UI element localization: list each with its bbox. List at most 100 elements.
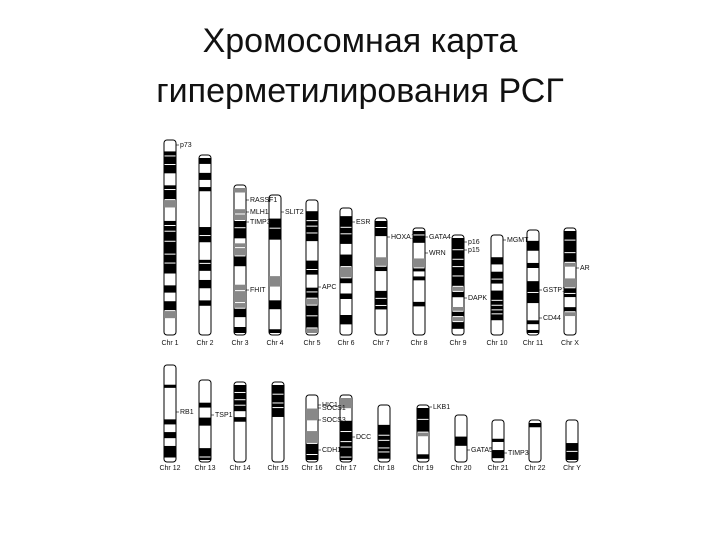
band — [340, 293, 352, 299]
gene-label: DAPK — [468, 295, 487, 302]
band — [527, 329, 539, 333]
band — [564, 231, 576, 240]
band — [199, 300, 211, 306]
band — [164, 241, 176, 254]
gene-label: SOCS3 — [322, 417, 346, 424]
band — [234, 385, 246, 392]
chromosome-label: Chr 4 — [266, 340, 283, 347]
band — [491, 310, 503, 314]
band — [564, 288, 576, 293]
band — [452, 259, 464, 267]
band — [452, 306, 464, 311]
chromosome-label: Chr 11 — [523, 340, 544, 347]
chromosome-label: Chr Y — [563, 465, 581, 472]
chromosome-outline — [528, 419, 542, 463]
band — [566, 451, 578, 460]
chromosome-label: Chr 12 — [159, 465, 180, 472]
band — [164, 254, 176, 263]
chromosome-label: Chr 3 — [231, 340, 248, 347]
band — [527, 262, 539, 268]
chromosome-label: Chr 16 — [301, 465, 322, 472]
band — [417, 408, 429, 419]
band — [234, 214, 246, 221]
chromosome-label: Chr 9 — [449, 340, 466, 347]
band — [340, 234, 352, 244]
band — [306, 454, 318, 460]
band — [306, 287, 318, 292]
gene-label: TIMP3 — [250, 219, 271, 226]
chromosome-outline — [198, 154, 212, 336]
gene-label: GATA4 — [429, 234, 451, 241]
band — [234, 228, 246, 239]
band — [340, 432, 352, 442]
band — [164, 165, 176, 174]
band — [378, 452, 390, 459]
title-line: Хромосомная карта — [202, 22, 518, 60]
band — [452, 291, 464, 298]
band — [199, 227, 211, 236]
band — [564, 293, 576, 298]
band — [164, 311, 176, 319]
chromosome-outline — [374, 217, 388, 336]
gene-label: SOCS1 — [322, 405, 346, 412]
gene-label: MLH1 — [250, 209, 269, 216]
band — [375, 298, 387, 305]
band — [199, 236, 211, 243]
gene-label: RB1 — [180, 409, 194, 416]
band — [529, 423, 541, 428]
band — [306, 221, 318, 226]
band — [340, 457, 352, 460]
gene-label: p16 — [468, 239, 480, 246]
band — [378, 448, 390, 452]
chromosome-label: Chr 7 — [372, 340, 389, 347]
band — [566, 443, 578, 451]
band — [452, 238, 464, 250]
band — [375, 305, 387, 310]
chromosome-label: Chr 10 — [486, 340, 507, 347]
band — [306, 292, 318, 298]
band — [164, 384, 176, 388]
band — [272, 408, 284, 417]
chromosome-label: Chr 22 — [524, 465, 545, 472]
band — [269, 300, 281, 310]
band — [452, 322, 464, 329]
chromosome-label: Chr 17 — [335, 465, 356, 472]
gene-label: SLIT2 — [285, 209, 304, 216]
band — [164, 151, 176, 156]
chromosome-label: Chr 6 — [337, 340, 354, 347]
gene-label: TSP1 — [215, 412, 233, 419]
band — [340, 442, 352, 447]
band — [306, 316, 318, 328]
band — [306, 408, 318, 421]
band — [306, 298, 318, 305]
band — [527, 320, 539, 325]
band — [527, 292, 539, 304]
band — [164, 263, 176, 274]
band — [234, 284, 246, 291]
chromosome-label: Chr X — [561, 340, 579, 347]
band — [417, 432, 429, 437]
band — [306, 233, 318, 242]
band — [164, 231, 176, 241]
band — [452, 286, 464, 291]
chromosome-outline — [271, 381, 285, 463]
band — [491, 314, 503, 321]
gene-label: LKB1 — [433, 404, 450, 411]
band — [234, 243, 246, 248]
band — [164, 419, 176, 425]
band — [199, 448, 211, 457]
gene-label: HIC1 — [322, 402, 338, 409]
band — [164, 285, 176, 293]
gene-label: RASSF1 — [250, 197, 277, 204]
gene-label: HOXA1 — [391, 234, 415, 241]
band — [452, 317, 464, 322]
band — [234, 417, 246, 422]
gene-label: GATA5 — [471, 447, 493, 454]
band — [375, 221, 387, 228]
band — [234, 303, 246, 308]
chromosome-label: Chr 1 — [161, 340, 178, 347]
band — [306, 431, 318, 443]
band — [378, 440, 390, 448]
gene-label: DCC — [356, 434, 371, 441]
